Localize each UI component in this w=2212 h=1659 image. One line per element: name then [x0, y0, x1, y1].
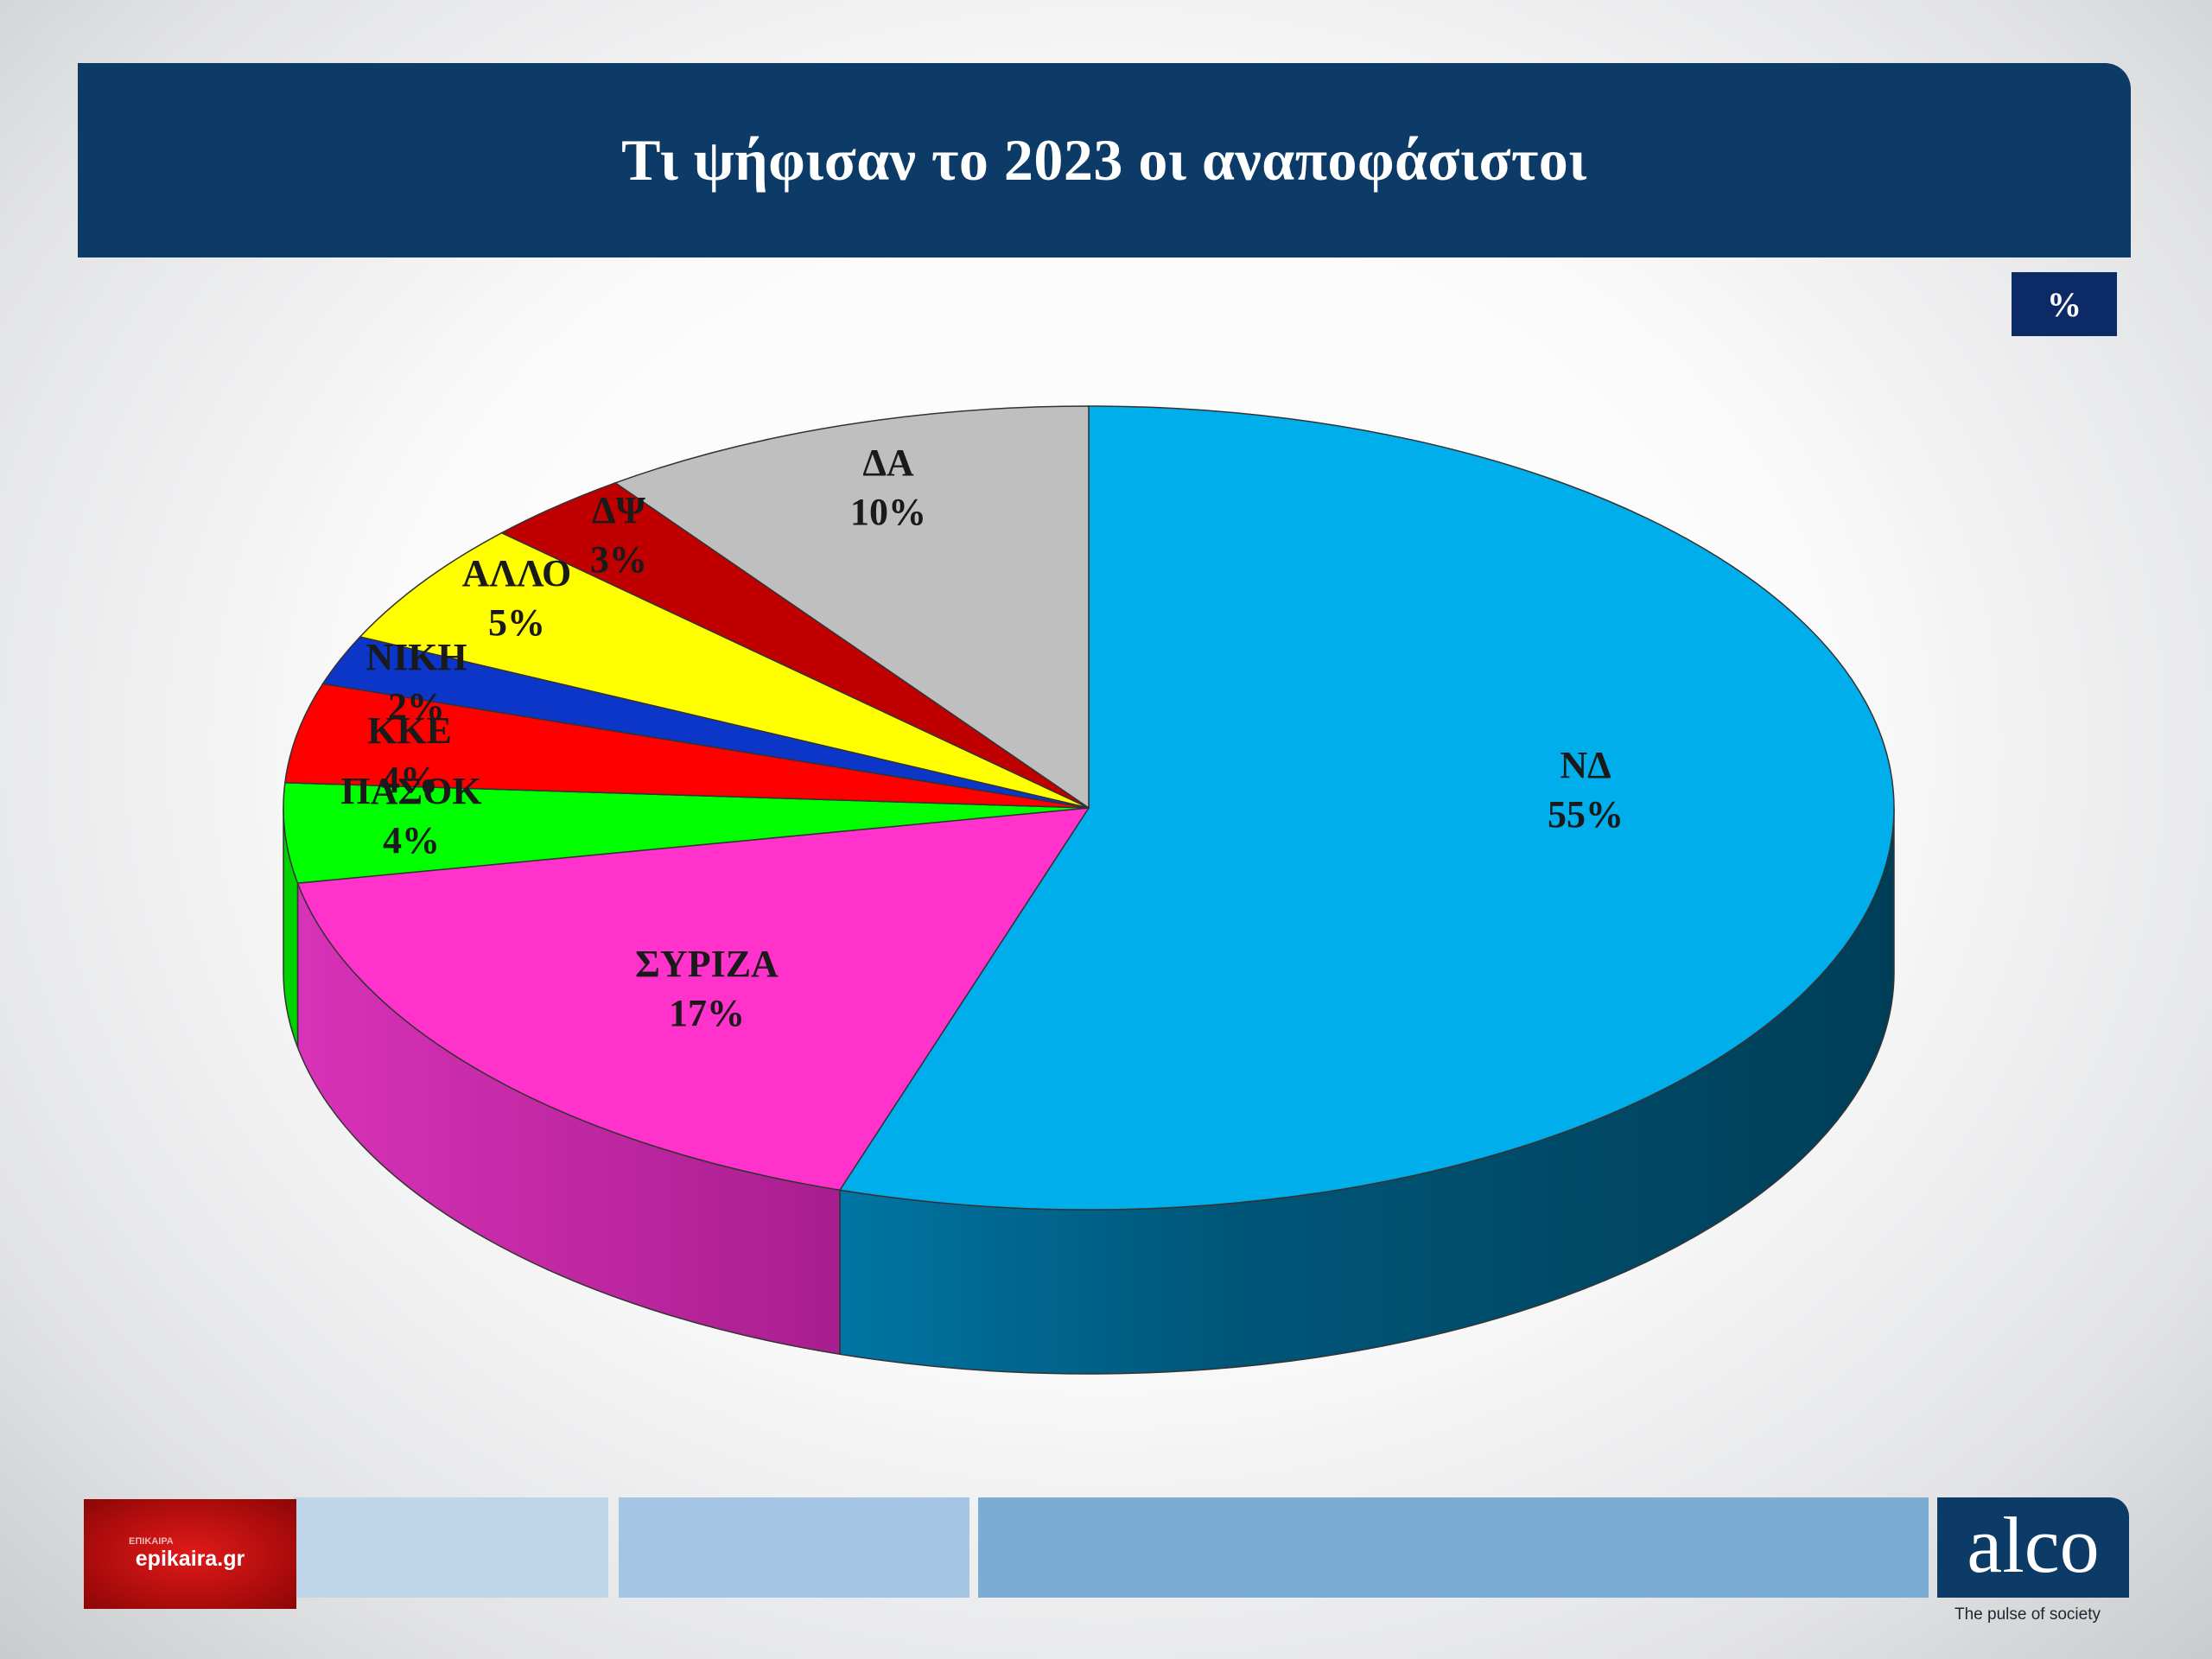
slice-value-1: 17% [669, 992, 745, 1034]
alco-logo: alco [1937, 1497, 2129, 1598]
pie-slice-0 [838, 405, 1895, 1211]
slice-label-3: ΚΚΕ [367, 709, 452, 752]
epikaira-logo-text: epikaira.gr [135, 1547, 245, 1571]
alco-logo-text: alco [1967, 1501, 2100, 1589]
slice-label-7: ΔΑ [862, 442, 914, 484]
pie-labels: ΝΔ55%ΣΥΡΙΖΑ17%ΠΑΣΟΚ4%ΚΚΕ4%ΝΙΚΗ2%ΑΛΛΟ5%ΔΨ… [340, 442, 1624, 1034]
slice-label-0: ΝΔ [1560, 744, 1611, 786]
slice-label-1: ΣΥΡΙΖΑ [635, 943, 779, 985]
slice-value-7: 10% [850, 491, 926, 533]
pie-top [283, 405, 1895, 1211]
pie-slice-3 [283, 683, 1090, 809]
slice-value-4: 2% [388, 685, 445, 728]
epikaira-logo-small: ΕΠΙΚΑΙΡΑ [129, 1536, 174, 1547]
pie-slice-5 [359, 531, 1090, 809]
footer-strip-3 [978, 1497, 1929, 1598]
slice-label-6: ΔΨ [592, 489, 646, 531]
slice-value-6: 3% [590, 538, 647, 581]
alco-tagline: The pulse of society [1955, 1605, 2101, 1624]
pie-slice-1 [296, 807, 1090, 1192]
footer-strip-1 [294, 1497, 608, 1598]
epikaira-logo: ΕΠΙΚΑΙΡΑ epikaira.gr [84, 1499, 296, 1609]
title-bar: Τι ψήφισαν το 2023 οι αναποφάσιστοι [78, 63, 2131, 257]
unit-badge: % [2012, 272, 2117, 336]
chart-title: Τι ψήφισαν το 2023 οι αναποφάσιστοι [621, 127, 1587, 193]
footer-strip-2 [619, 1497, 969, 1598]
slice-label-5: ΑΛΛΟ [462, 552, 572, 594]
slice-value-2: 4% [383, 819, 440, 861]
slice-value-0: 55% [1548, 793, 1624, 836]
pie-slice-2 [283, 782, 1090, 884]
slice-value-5: 5% [488, 601, 545, 644]
slice-label-2: ΠΑΣΟΚ [340, 770, 481, 812]
pie-slice-7 [613, 405, 1090, 810]
slice-value-3: 4% [381, 759, 438, 801]
slice-label-4: ΝΙΚΗ [365, 636, 467, 678]
